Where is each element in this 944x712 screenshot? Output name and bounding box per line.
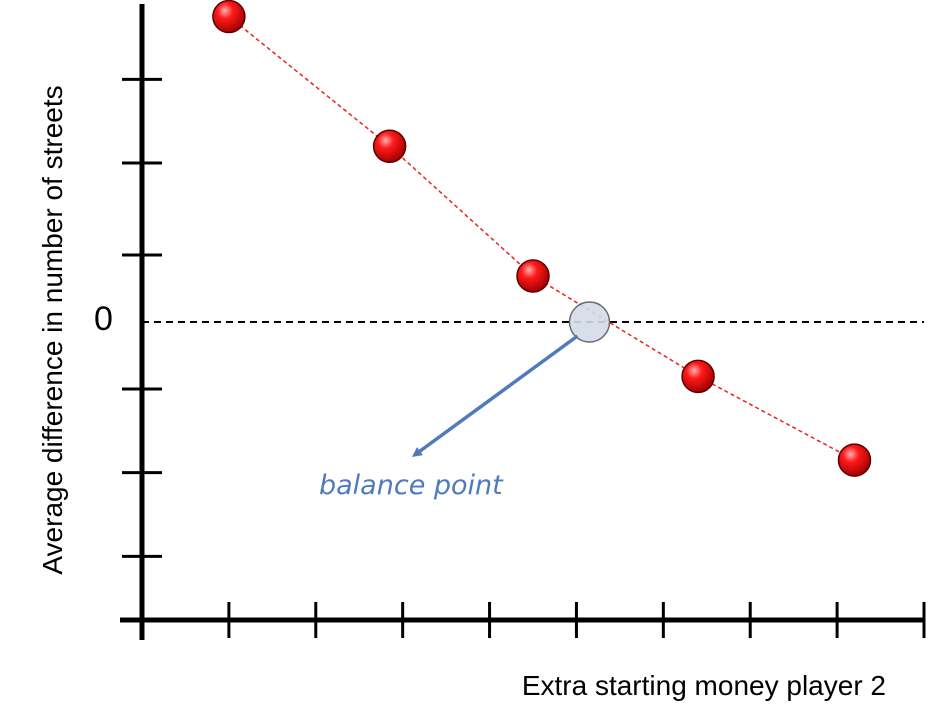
data-point-0 [212,0,246,34]
x-axis-label: Extra starting money player 2 [522,670,886,701]
x-ticks [227,602,926,638]
data-point-2 [516,259,550,293]
y-axis-label: Average difference in number of streets [37,85,68,574]
y-zero-label: 0 [94,300,113,338]
data-point-1 [372,129,407,164]
data-point-3 [681,359,715,394]
data-point-4 [837,443,872,477]
data-points [212,0,872,477]
balance-point-arrow [411,334,579,457]
balance-point-label: balance point [319,470,504,501]
y-ticks [122,77,162,558]
balance-point-marker [568,301,611,343]
series-line [228,15,855,461]
